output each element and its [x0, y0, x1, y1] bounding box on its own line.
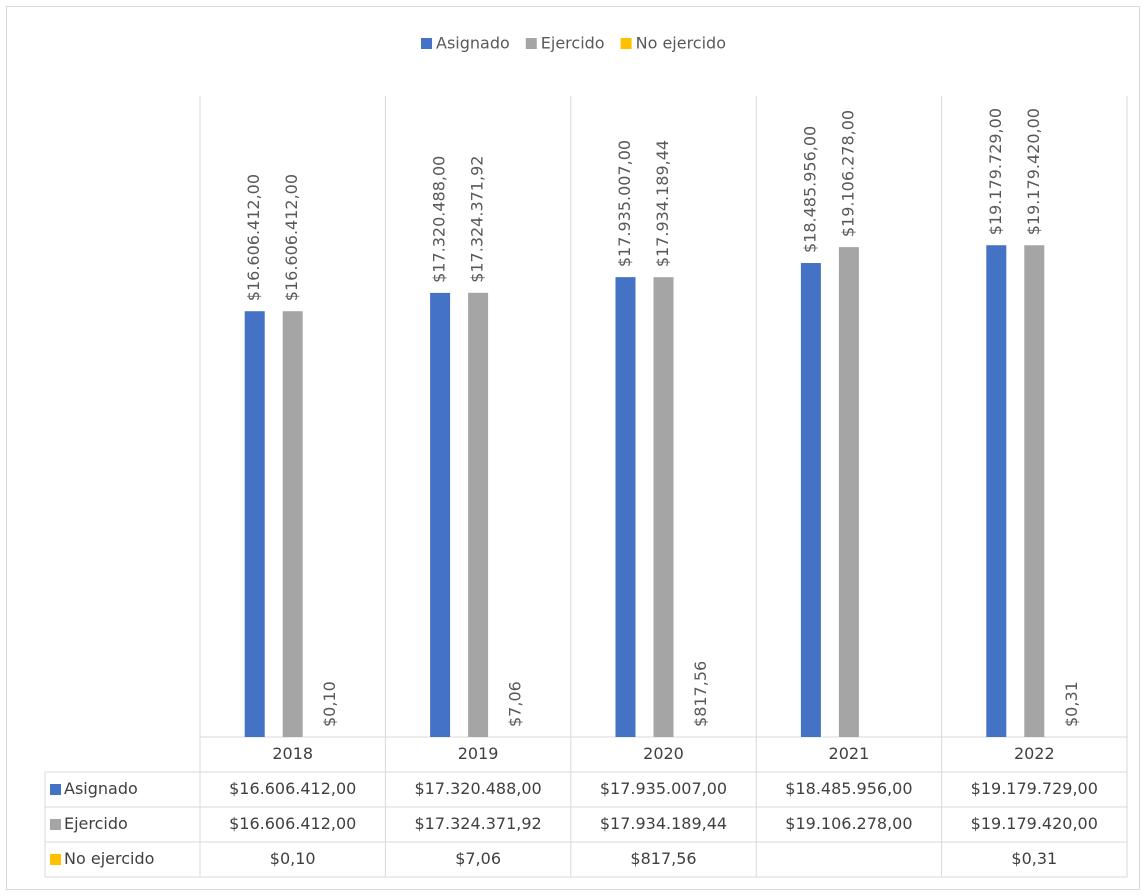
bar: [1024, 245, 1045, 737]
table-swatch: [50, 784, 61, 795]
data-label: $17.935.007,00: [615, 140, 634, 267]
table-cell: $19.179.729,00: [971, 779, 1098, 798]
table-row-label: Ejercido: [64, 814, 128, 833]
table-cell: $19.179.420,00: [971, 814, 1098, 833]
table-swatch: [50, 819, 61, 830]
table-cell: $817,56: [630, 849, 696, 868]
bar: [244, 311, 265, 737]
data-label: $7,06: [506, 681, 525, 727]
table-cell: $18.485.956,00: [785, 779, 912, 798]
legend-label: No ejercido: [636, 34, 726, 53]
bar: [282, 311, 303, 737]
bar: [986, 245, 1007, 737]
table-cell: $7,06: [455, 849, 501, 868]
data-label: $817,56: [691, 661, 710, 727]
data-label: $19.179.420,00: [1024, 108, 1043, 235]
data-label: $18.485.956,00: [800, 126, 819, 253]
table-cell: $16.606.412,00: [229, 779, 356, 798]
data-label: $17.934.189,44: [653, 140, 672, 267]
x-tick-label: 2020: [643, 744, 684, 763]
table-row-label: Asignado: [64, 779, 138, 798]
table-row-label: No ejercido: [64, 849, 154, 868]
table-cell: $0,10: [270, 849, 316, 868]
bar: [800, 263, 821, 737]
bar: [430, 292, 451, 737]
table-swatch: [50, 854, 61, 865]
bar: [653, 277, 674, 737]
chart-border: [6, 6, 1140, 890]
table-cell: $17.935.007,00: [600, 779, 727, 798]
bar: [468, 292, 489, 737]
table-cell: $17.320.488,00: [414, 779, 541, 798]
table-cell: $17.324.371,92: [414, 814, 541, 833]
table-cell: $19.106.278,00: [785, 814, 912, 833]
data-label: $19.106.278,00: [838, 110, 857, 237]
data-label: $17.324.371,92: [468, 156, 487, 283]
data-label: $17.320.488,00: [430, 156, 449, 283]
legend-label: Asignado: [436, 34, 510, 53]
data-label: $16.606.412,00: [282, 174, 301, 301]
legend-swatch: [620, 38, 632, 49]
legend-swatch: [421, 38, 433, 49]
table-cell: $17.934.189,44: [600, 814, 727, 833]
table-cell: $0,31: [1011, 849, 1057, 868]
data-label: $16.606.412,00: [244, 174, 263, 301]
data-label: $0,10: [320, 681, 339, 727]
x-tick-label: 2018: [272, 744, 313, 763]
bar: [615, 277, 636, 737]
bar: [838, 247, 859, 737]
x-tick-label: 2022: [1014, 744, 1055, 763]
data-label: $19.179.729,00: [986, 108, 1005, 235]
x-tick-label: 2021: [829, 744, 870, 763]
legend-swatch: [525, 38, 537, 49]
data-label: $0,31: [1062, 681, 1081, 727]
legend-label: Ejercido: [541, 34, 605, 53]
table-cell: $16.606.412,00: [229, 814, 356, 833]
x-tick-label: 2019: [458, 744, 499, 763]
